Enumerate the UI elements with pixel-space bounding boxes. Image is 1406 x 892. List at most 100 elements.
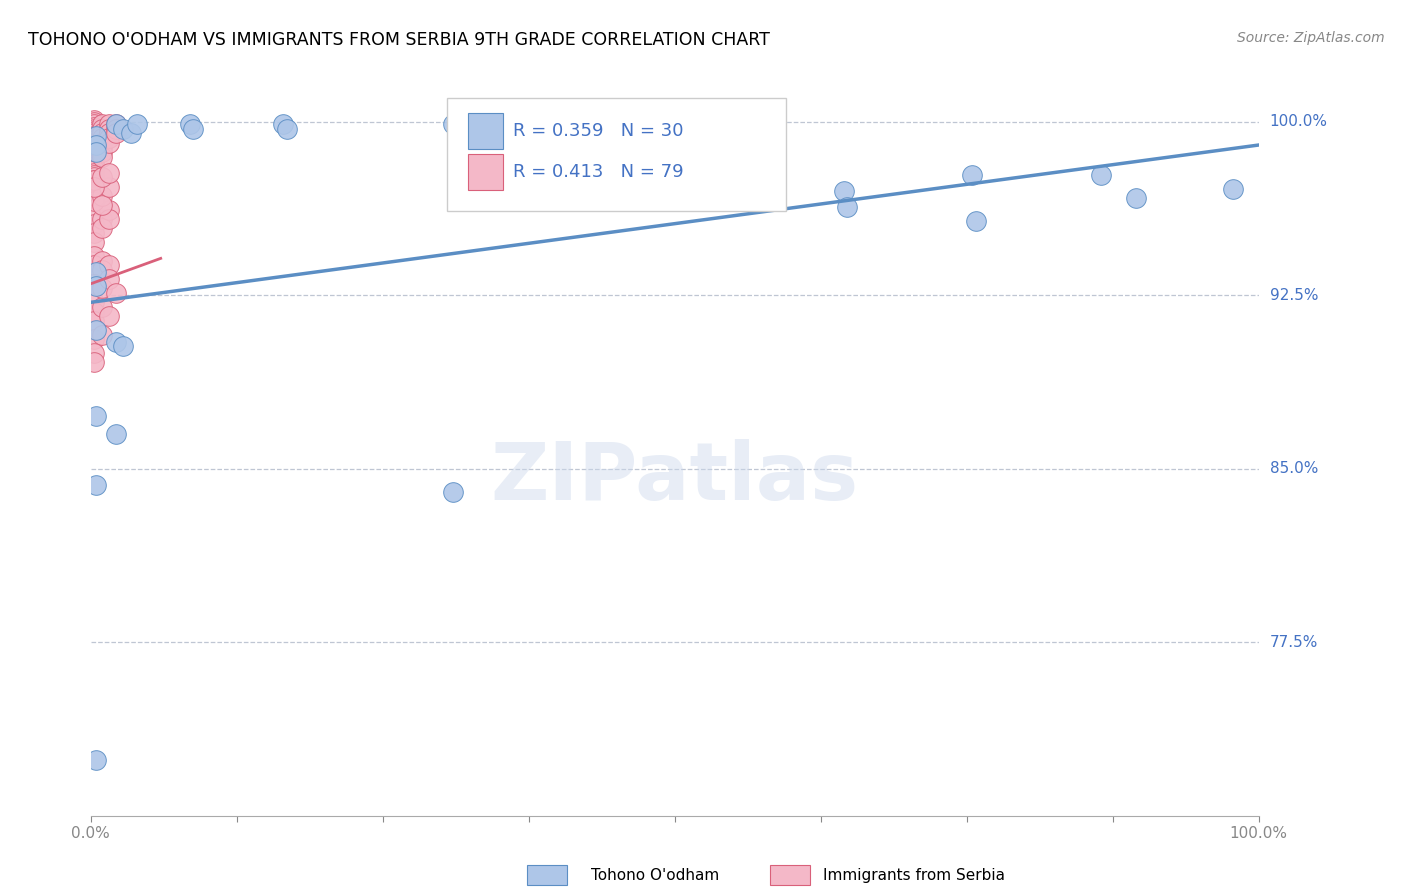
Point <box>83 346 105 360</box>
Point <box>86 323 108 337</box>
Point <box>91 150 114 164</box>
Point <box>83 355 105 369</box>
Text: 77.5%: 77.5% <box>1270 635 1317 650</box>
Point <box>105 427 128 442</box>
Point <box>83 166 105 180</box>
Text: Immigrants from Serbia: Immigrants from Serbia <box>823 869 1004 883</box>
Point <box>91 198 114 212</box>
Point <box>112 339 135 353</box>
Point <box>98 310 121 324</box>
Point <box>83 150 105 164</box>
Point <box>1222 182 1244 196</box>
Point <box>83 217 105 231</box>
Point <box>91 212 114 227</box>
Point <box>83 277 105 291</box>
Point <box>83 226 105 240</box>
Point <box>91 117 114 131</box>
Point <box>965 214 987 228</box>
Point <box>91 263 114 277</box>
Point <box>98 212 121 227</box>
Point <box>98 131 121 145</box>
Point <box>83 115 105 129</box>
Point <box>98 202 121 217</box>
Text: R = 0.359   N = 30: R = 0.359 N = 30 <box>513 122 683 140</box>
Point <box>86 265 108 279</box>
Point <box>91 127 114 141</box>
Point <box>588 117 610 131</box>
Point <box>1090 168 1112 182</box>
Point <box>83 140 105 154</box>
Point <box>127 117 149 131</box>
Text: R = 0.413   N = 79: R = 0.413 N = 79 <box>513 162 685 180</box>
Point <box>832 184 855 198</box>
Point <box>183 121 205 136</box>
Point <box>105 117 128 131</box>
Point <box>273 117 295 131</box>
Point <box>83 295 105 310</box>
Point <box>86 279 108 293</box>
Point <box>121 127 143 141</box>
Point <box>105 117 128 131</box>
Point <box>1125 191 1147 205</box>
Point <box>86 138 108 153</box>
Point <box>91 136 114 150</box>
Text: TOHONO O'ODHAM VS IMMIGRANTS FROM SERBIA 9TH GRADE CORRELATION CHART: TOHONO O'ODHAM VS IMMIGRANTS FROM SERBIA… <box>28 31 770 49</box>
Point <box>83 154 105 169</box>
Point <box>83 184 105 198</box>
Text: 92.5%: 92.5% <box>1270 288 1319 303</box>
Point <box>83 161 105 176</box>
FancyBboxPatch shape <box>447 98 786 211</box>
Point <box>83 152 105 166</box>
Point <box>105 127 128 141</box>
Text: Source: ZipAtlas.com: Source: ZipAtlas.com <box>1237 31 1385 45</box>
Text: 100.0%: 100.0% <box>1270 114 1327 129</box>
Point <box>98 117 121 131</box>
Point <box>91 281 114 295</box>
Point <box>83 249 105 263</box>
Point <box>441 117 464 131</box>
Point <box>83 131 105 145</box>
Point <box>98 121 121 136</box>
Point <box>98 127 121 141</box>
Point <box>105 286 128 301</box>
Point <box>83 172 105 186</box>
Point <box>105 121 128 136</box>
Point <box>837 201 859 215</box>
Point <box>83 172 105 186</box>
Point <box>91 253 114 268</box>
Point <box>86 409 108 423</box>
Point <box>91 170 114 185</box>
Point <box>91 300 114 314</box>
FancyBboxPatch shape <box>468 113 503 149</box>
Point <box>83 314 105 328</box>
Point <box>83 179 105 194</box>
Point <box>83 124 105 138</box>
Point <box>91 145 114 159</box>
Point <box>83 117 105 131</box>
Point <box>83 194 105 208</box>
Point <box>179 117 201 131</box>
Point <box>83 121 105 136</box>
Point <box>98 272 121 286</box>
Point <box>83 138 105 153</box>
Point <box>83 304 105 318</box>
Point <box>83 163 105 178</box>
Point <box>83 133 105 147</box>
Point <box>86 128 108 143</box>
Point <box>83 332 105 346</box>
Point <box>83 207 105 221</box>
Point <box>83 235 105 250</box>
Text: 85.0%: 85.0% <box>1270 461 1317 476</box>
Point <box>98 136 121 150</box>
FancyBboxPatch shape <box>468 153 503 190</box>
Point <box>91 221 114 235</box>
Point <box>83 120 105 134</box>
Point <box>91 189 114 203</box>
Point <box>441 485 464 500</box>
Point <box>91 121 114 136</box>
Point <box>83 156 105 170</box>
Point <box>86 478 108 492</box>
Point <box>91 327 114 342</box>
Point <box>83 136 105 150</box>
Point <box>83 159 105 173</box>
